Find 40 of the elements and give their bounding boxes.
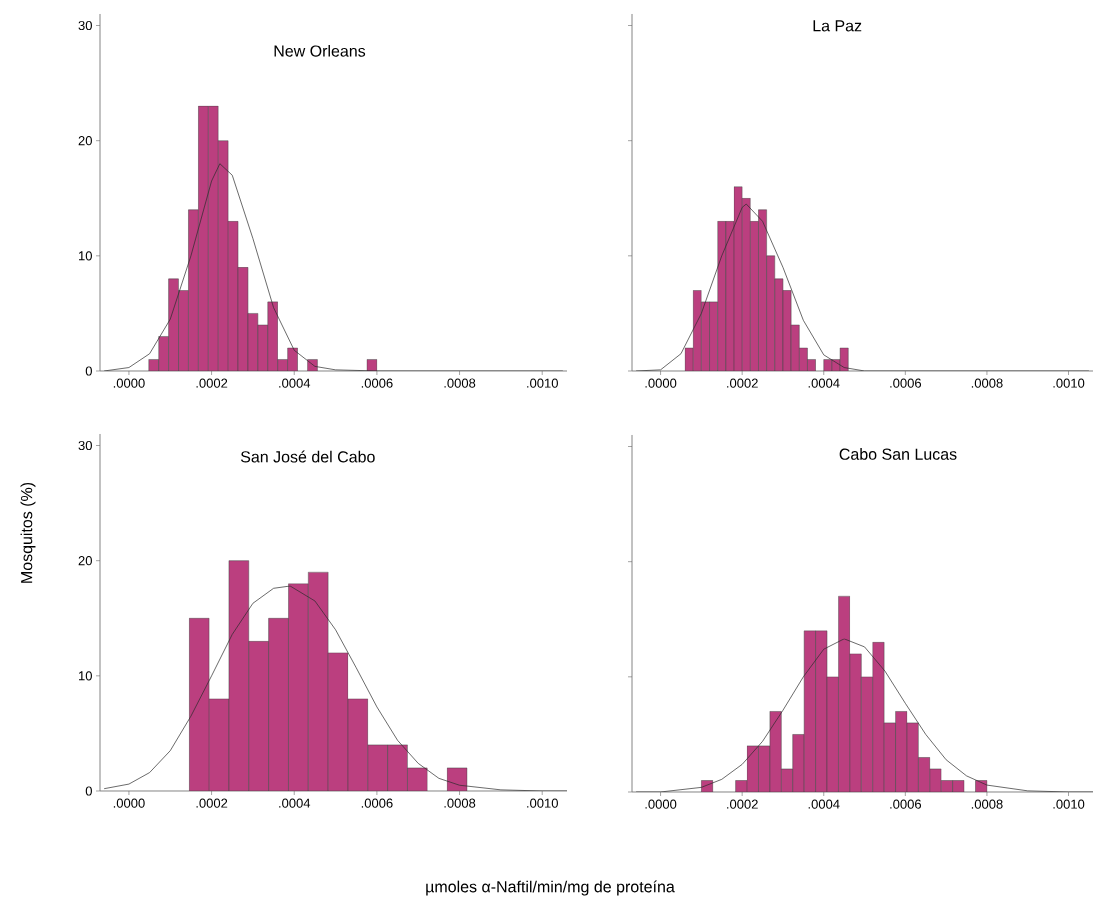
x-tick-label: .0010 <box>1053 799 1085 809</box>
text: Mosquitos (%) <box>20 482 36 583</box>
x-tick-label: .0002 <box>727 378 758 388</box>
x-tick-label: .0004 <box>279 798 311 808</box>
x-tick-label: .0004 <box>808 378 840 388</box>
x-tick-label: .0000 <box>645 799 677 809</box>
x-tick-label: .0008 <box>444 798 476 808</box>
y-tick-label: 10 <box>79 671 92 681</box>
x-tick-label: .0004 <box>808 799 840 809</box>
line-series <box>103 163 564 371</box>
y-tick-label: 0 <box>85 366 92 376</box>
x-tick-label: .0002 <box>196 798 228 808</box>
x-tick-label: .0000 <box>113 378 145 388</box>
y-tick-label: 30 <box>78 20 92 31</box>
x-tick-label: .0004 <box>279 378 311 388</box>
chart-title: La Paz <box>813 20 862 32</box>
x-tick-label: .0000 <box>113 798 145 808</box>
text: µmoles α-Naftil/min/mg de proteína <box>426 880 675 896</box>
x-tick-label: .0000 <box>645 378 677 388</box>
y-tick-label: 30 <box>78 440 92 451</box>
x-tick-label: .0002 <box>196 378 228 388</box>
x-tick-label: .0006 <box>890 378 922 388</box>
x-tick-label: .0006 <box>361 378 393 388</box>
x-tick-label: .0010 <box>1053 378 1085 388</box>
y-tick-label: 10 <box>79 251 92 261</box>
x-tick-label: .0006 <box>890 799 922 809</box>
x-tick-label: .0006 <box>361 798 393 808</box>
x-tick-label: .0002 <box>727 799 758 809</box>
line-series <box>103 585 567 791</box>
x-tick-label: .0008 <box>971 378 1003 388</box>
x-tick-label: .0010 <box>527 378 558 388</box>
text: San José del Cabo <box>240 450 375 463</box>
x-tick-label: .0008 <box>444 378 476 388</box>
y-tick-label: 20 <box>78 556 92 566</box>
x-tick-label: .0008 <box>971 799 1003 809</box>
y-tick-label: 0 <box>85 786 92 796</box>
y-tick-label: 20 <box>78 136 92 146</box>
x-tick-label: .0010 <box>527 798 558 808</box>
text: New Orleans <box>274 44 366 57</box>
text: Cabo San Lucas <box>839 448 957 460</box>
